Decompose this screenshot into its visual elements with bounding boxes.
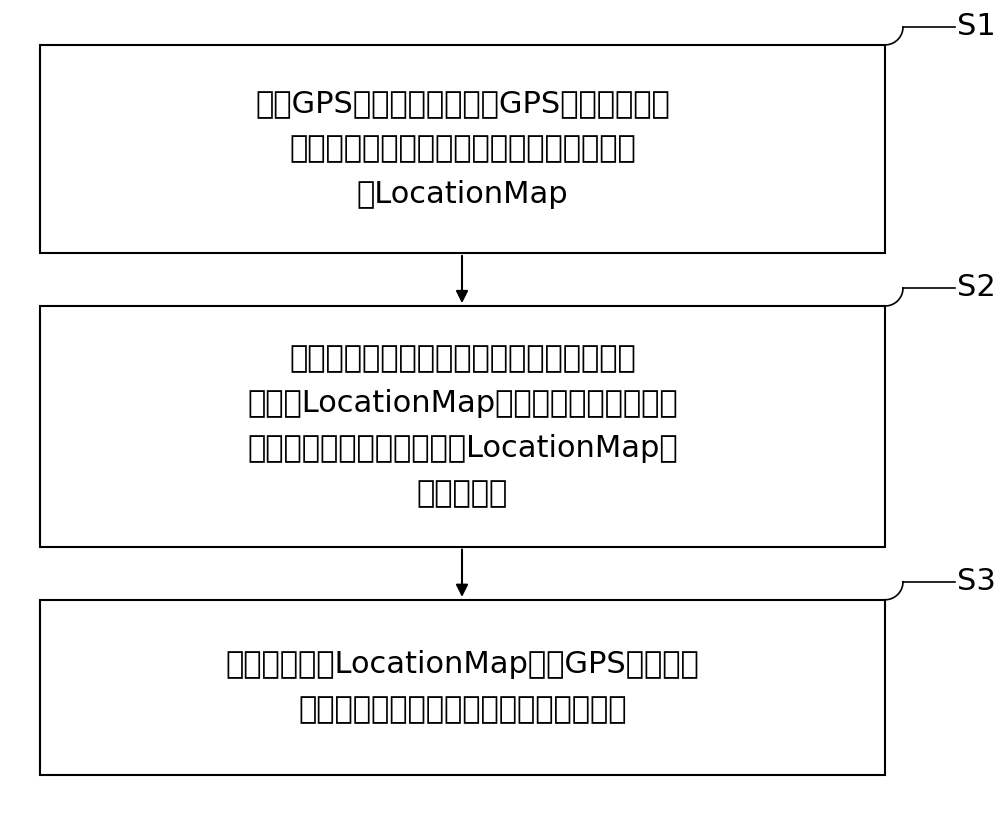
Bar bbox=[40, 45, 885, 253]
Text: 接收GPS坐标信号，并根据GPS坐标信号从高
精度地图数据中获取车辆周边地图数据，生
成LocationMap: 接收GPS坐标信号，并根据GPS坐标信号从高 精度地图数据中获取车辆周边地图数据… bbox=[255, 89, 670, 209]
Text: 获取外部传感器数据，并将所述外部传感器
数据与LocationMap融合，定位车辆的层级
信息，利用所述层级信息对LocationMap进
行去噪处理: 获取外部传感器数据，并将所述外部传感器 数据与LocationMap融合，定位车… bbox=[247, 344, 678, 508]
Text: S1: S1 bbox=[957, 12, 996, 42]
Text: S3: S3 bbox=[957, 567, 996, 596]
Text: 利用去噪后的LocationMap修正GPS经纬度信
息和海拔信息，得到车辆当前位置及层级: 利用去噪后的LocationMap修正GPS经纬度信 息和海拔信息，得到车辆当前… bbox=[226, 650, 699, 725]
Bar bbox=[40, 306, 885, 547]
Bar bbox=[40, 600, 885, 775]
Text: S2: S2 bbox=[957, 273, 996, 303]
